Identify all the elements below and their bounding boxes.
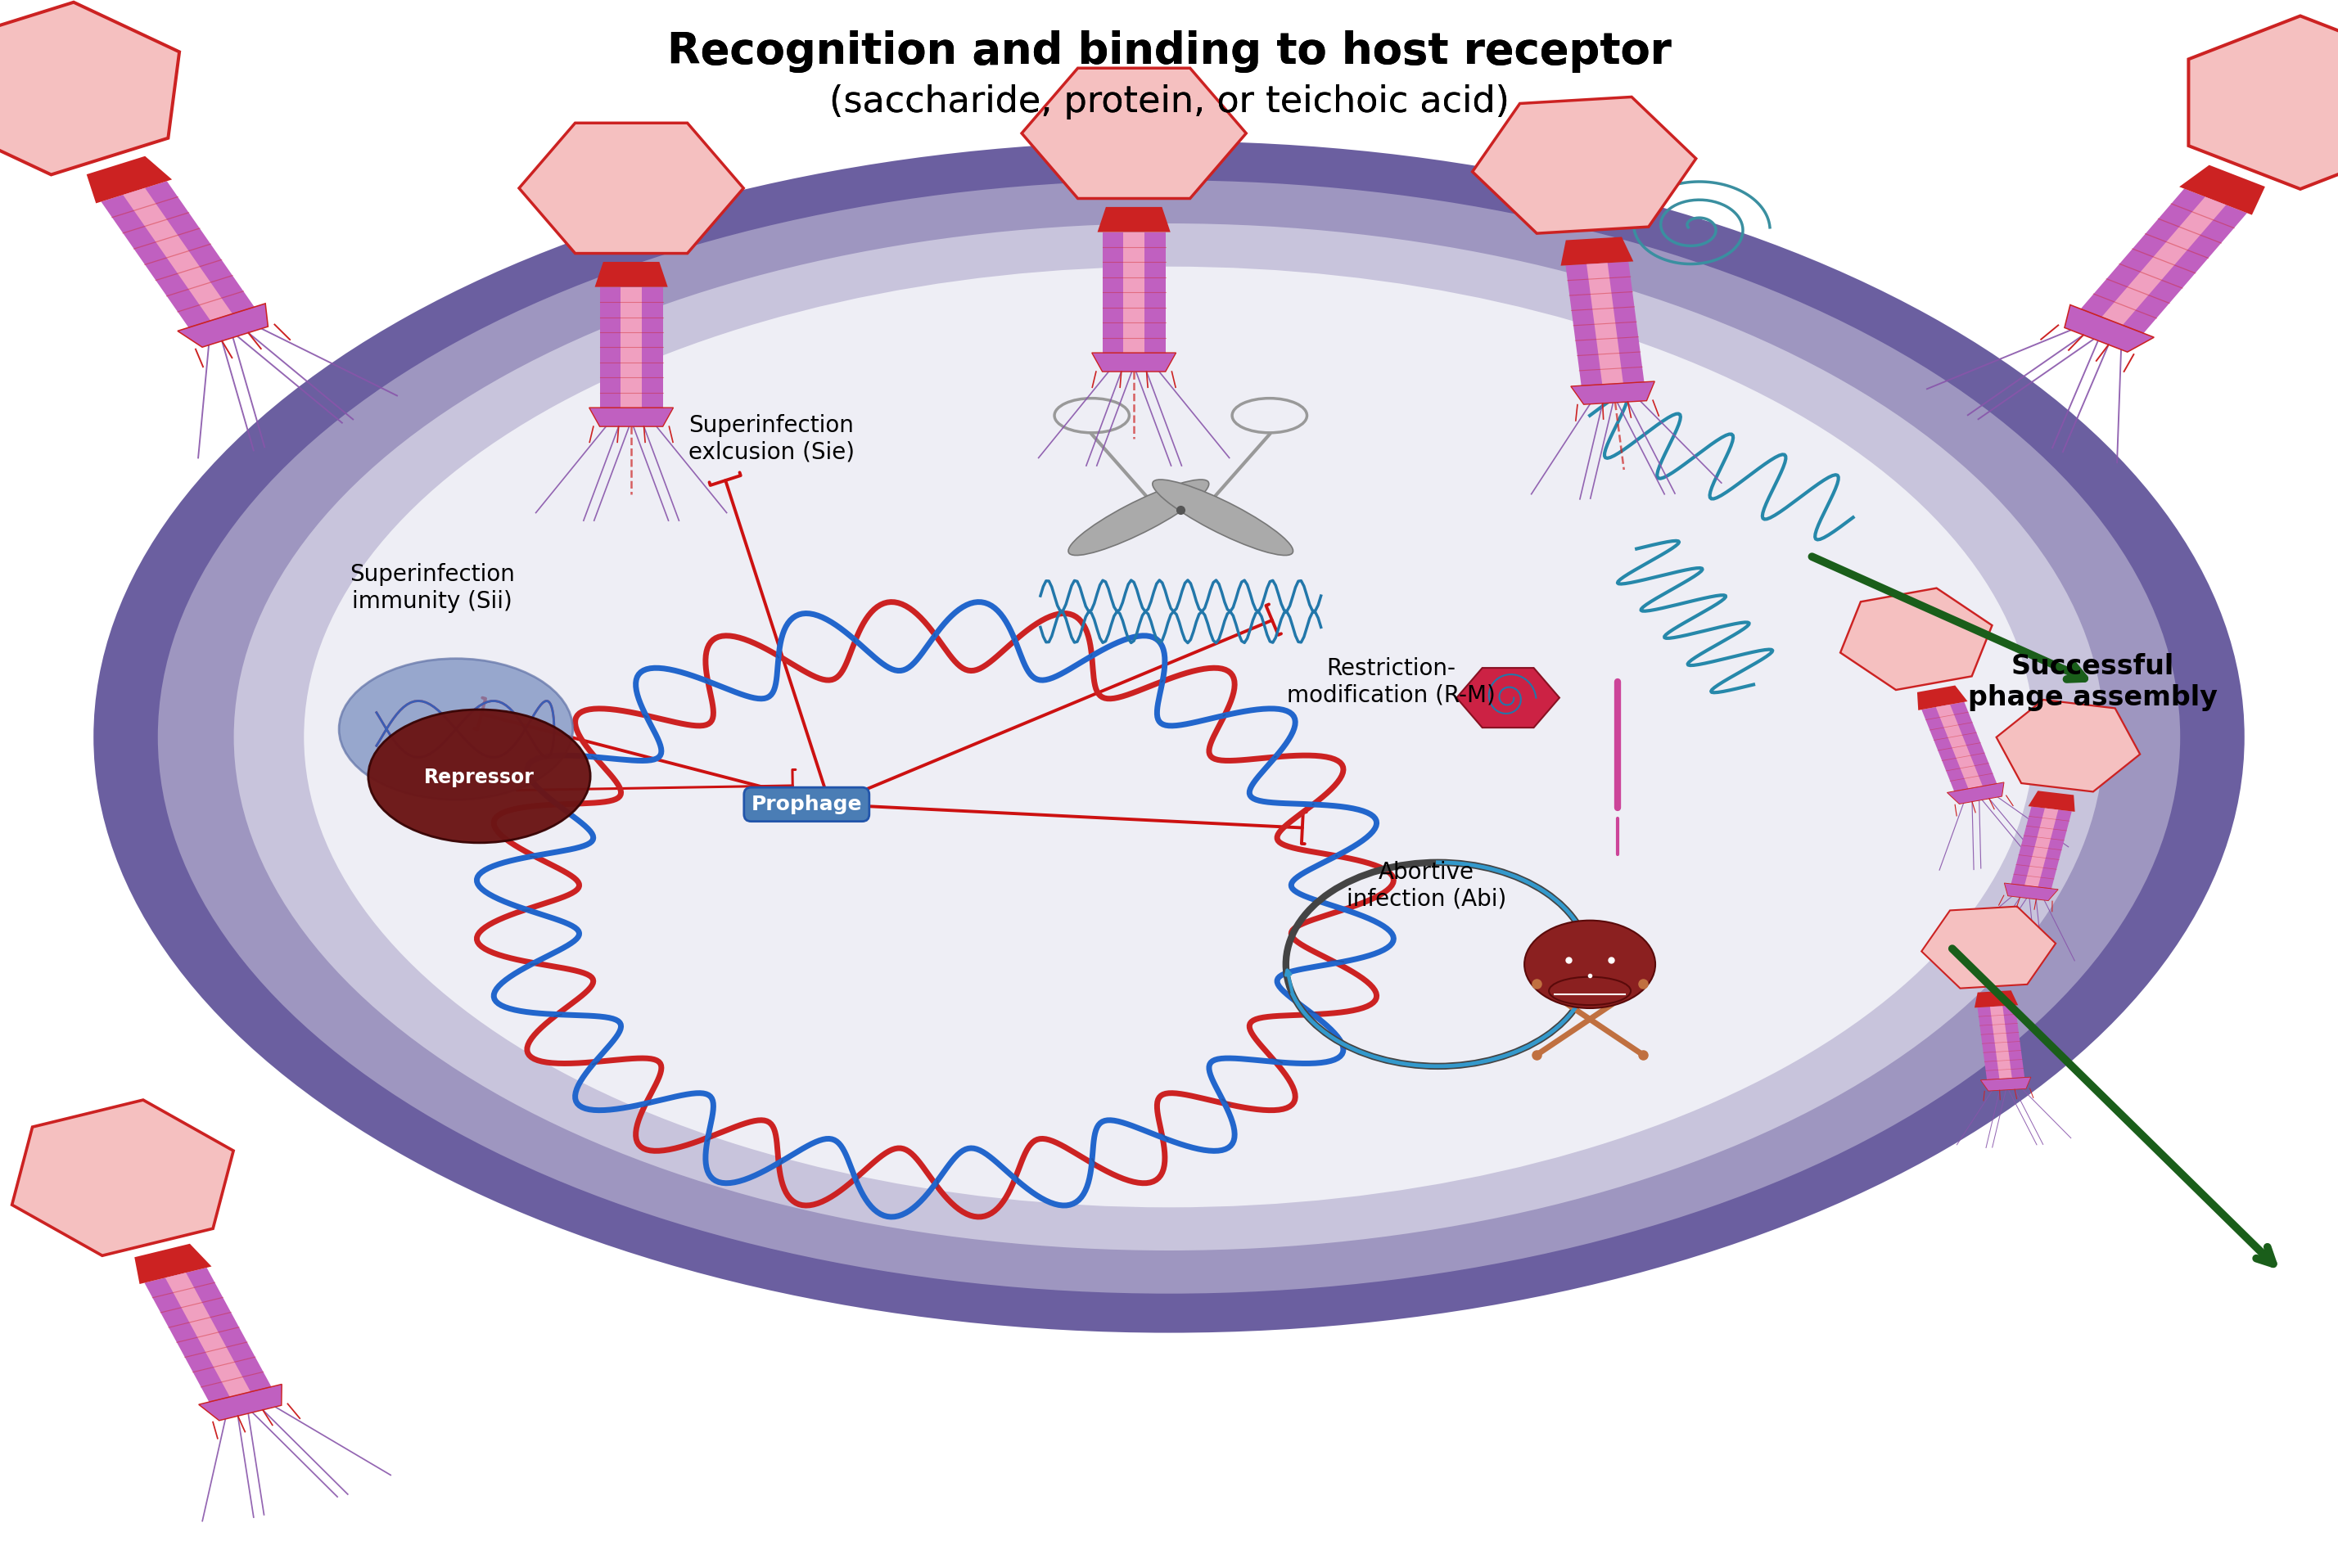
Ellipse shape [304,267,2034,1207]
Polygon shape [87,157,173,204]
Text: Prophage: Prophage [750,795,863,814]
Polygon shape [1917,685,1969,710]
Polygon shape [594,262,669,287]
Polygon shape [166,1273,250,1397]
Ellipse shape [1550,977,1632,1005]
Polygon shape [1948,782,2004,804]
Polygon shape [2027,790,2074,812]
Polygon shape [2081,188,2247,334]
Text: Abortive
infection (Abi): Abortive infection (Abi) [1347,861,1506,911]
Polygon shape [2179,165,2266,215]
Text: Superinfection
immunity (Sii): Superinfection immunity (Sii) [351,563,514,613]
Polygon shape [1566,262,1644,386]
Text: Restriction-
modification (R-M): Restriction- modification (R-M) [1286,657,1496,707]
Polygon shape [1122,232,1146,353]
Text: Superinfection
exlcusion (Sie): Superinfection exlcusion (Sie) [687,414,856,464]
Circle shape [1524,920,1655,1008]
Ellipse shape [94,141,2244,1333]
Polygon shape [1978,1005,2025,1080]
Ellipse shape [234,224,2104,1251]
Ellipse shape [1068,480,1209,555]
Text: Recognition and binding to host receptor: Recognition and binding to host receptor [666,30,1672,74]
Ellipse shape [157,180,2181,1294]
Polygon shape [2064,304,2153,351]
Polygon shape [1092,353,1176,372]
Polygon shape [599,287,664,408]
Polygon shape [145,1267,271,1402]
Polygon shape [178,304,269,347]
Polygon shape [1097,207,1171,232]
Polygon shape [2025,808,2057,887]
Text: (saccharide, protein, or teichoic acid): (saccharide, protein, or teichoic acid) [830,85,1508,119]
Polygon shape [1936,704,1983,789]
Polygon shape [589,408,673,426]
Polygon shape [1101,232,1164,353]
Polygon shape [1922,702,1997,792]
Polygon shape [124,188,231,321]
Polygon shape [136,1243,210,1284]
Text: Recognition and binding to host receptor: Recognition and binding to host receptor [666,30,1672,74]
Polygon shape [622,287,641,408]
Text: Successful
phage assembly: Successful phage assembly [1969,652,2216,712]
Text: Repressor: Repressor [423,768,535,787]
Polygon shape [101,182,255,328]
Polygon shape [2004,883,2057,900]
Polygon shape [2011,806,2071,889]
Polygon shape [1562,237,1634,265]
Polygon shape [199,1385,283,1421]
Polygon shape [2102,198,2226,325]
Polygon shape [1980,1077,2032,1091]
Polygon shape [1990,1007,2013,1079]
Polygon shape [1588,263,1623,384]
Polygon shape [1571,381,1655,405]
Ellipse shape [339,659,573,800]
Ellipse shape [369,709,589,844]
Ellipse shape [1153,480,1293,555]
Text: (saccharide, protein, or teichoic acid): (saccharide, protein, or teichoic acid) [830,85,1508,119]
Polygon shape [1976,991,2018,1008]
